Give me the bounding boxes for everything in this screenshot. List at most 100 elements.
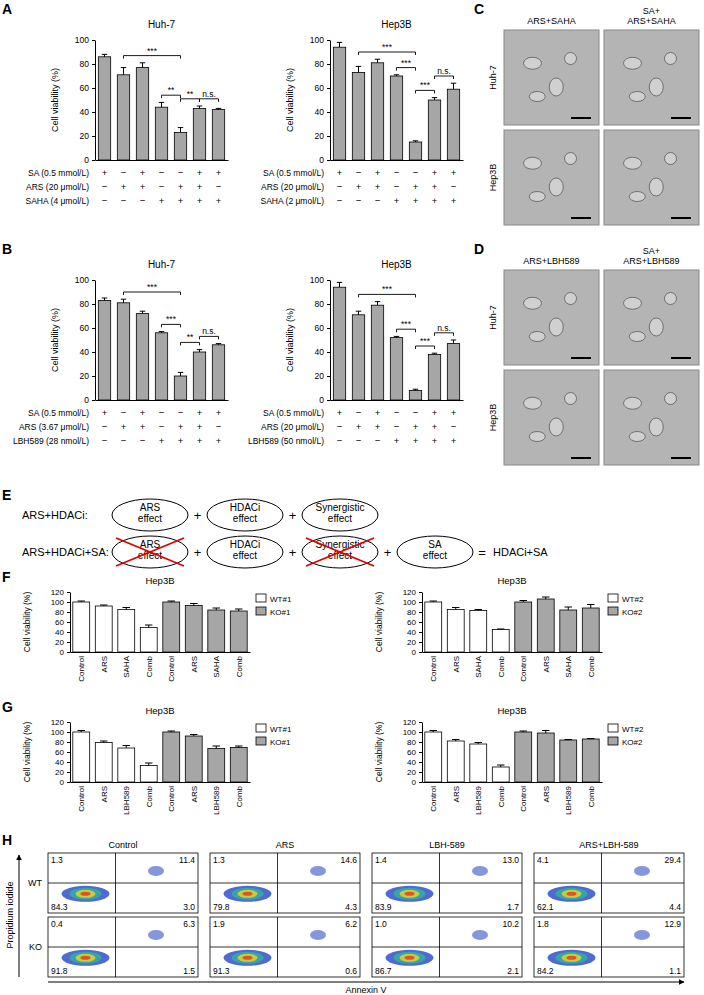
panel-label: G	[2, 699, 13, 715]
x-tick-label: SAHA	[564, 655, 573, 677]
bar	[390, 76, 402, 160]
x-tick-label: Comb	[587, 655, 596, 677]
x-axis: ControlARSSAHACombControlARSSAHAComb	[423, 653, 603, 682]
bar	[425, 602, 442, 652]
y-tick-mark	[92, 328, 95, 329]
diagram-result: HDACi+SA	[493, 546, 548, 558]
legend-label: KO#2	[622, 608, 643, 617]
cell	[624, 397, 642, 409]
condition-sign: −	[140, 195, 146, 206]
condition-sign: +	[394, 435, 400, 446]
bar	[492, 767, 509, 782]
y-tick-label: 40	[80, 107, 90, 117]
y-axis-title: Cell viability (%)	[22, 592, 32, 653]
bar	[185, 736, 202, 782]
event-density	[386, 950, 434, 966]
y-tick: 120	[403, 588, 422, 597]
condition-sign: +	[432, 407, 438, 418]
error-bar	[432, 353, 437, 354]
significance-bracket	[181, 99, 200, 102]
y-tick-mark	[327, 64, 330, 65]
y-tick-label: 20	[55, 768, 64, 777]
y-tick: 80	[407, 738, 422, 747]
condition-sign: +	[432, 167, 438, 178]
condition-sign: +	[178, 435, 184, 446]
x-tick: Comb	[145, 655, 154, 677]
y-tick-mark	[419, 612, 422, 613]
error-bar-cap	[452, 739, 459, 740]
significance-label: ***	[401, 58, 412, 68]
error-bar	[475, 743, 482, 745]
condition-sign: −	[178, 407, 184, 418]
error-bar	[235, 746, 242, 748]
y-tick: 40	[55, 758, 70, 767]
error-bar	[394, 336, 399, 337]
y-tick-mark	[327, 160, 330, 161]
x-axis-line	[71, 652, 251, 653]
x-tick: Control	[429, 786, 438, 812]
legend-swatch	[608, 594, 618, 602]
error-bar-cap	[78, 730, 85, 731]
plot-frame	[372, 917, 522, 977]
bar-chart: 020406080100Huh-7Cell viability (%)SA (0…	[13, 259, 229, 446]
x-tick-label: Comb	[145, 785, 154, 807]
event-density	[634, 930, 650, 940]
column-title: LBH-589	[429, 840, 465, 850]
y-tick-label: 100	[51, 728, 65, 737]
y-tick: 20	[315, 131, 330, 141]
condition-label: SA (0.5 mmol/L)	[28, 408, 89, 418]
plot-frame	[48, 853, 198, 913]
error-bar	[542, 597, 549, 599]
y-tick: 60	[407, 618, 422, 627]
chart-title: Hep3B	[145, 705, 174, 716]
bar	[193, 352, 205, 400]
significance-label: ***	[420, 80, 431, 90]
condition-sign: +	[356, 181, 362, 192]
y-tick-mark	[67, 622, 70, 623]
condition-sign: +	[159, 195, 165, 206]
x-tick-label: ARS	[542, 786, 551, 802]
error-bar	[102, 54, 107, 56]
legend-swatch	[256, 724, 266, 732]
error-bar	[78, 731, 85, 733]
bar	[352, 72, 364, 160]
quadrant-value: 6.3	[183, 919, 195, 929]
significance-bracket	[397, 329, 416, 332]
error-bar	[123, 608, 130, 610]
error-bar-cap	[520, 731, 527, 732]
cell	[549, 418, 563, 436]
error-bar-cap	[121, 67, 126, 68]
column-title: SA+	[643, 246, 660, 256]
cell	[665, 393, 677, 405]
y-tick-label: 120	[403, 718, 417, 727]
scale-bar	[571, 457, 591, 459]
legend-label: KO#1	[270, 738, 291, 747]
x-tick: Comb	[587, 785, 596, 807]
x-tick-label: Control	[429, 656, 438, 682]
significance-bracket	[124, 56, 181, 59]
x-tick-label: Control	[429, 786, 438, 812]
condition-sign: −	[159, 167, 165, 178]
condition-sign: +	[121, 181, 127, 192]
column-title: Control	[108, 840, 137, 850]
error-bar-cap	[337, 42, 342, 43]
error-bar-cap	[102, 54, 107, 55]
y-tick-label: 0	[60, 648, 65, 657]
term-text: effect	[233, 513, 257, 524]
event-density	[81, 892, 91, 896]
condition-sign: +	[432, 421, 438, 432]
column-title: ARS	[276, 840, 295, 850]
condition-sign: −	[356, 195, 362, 206]
y-tick-label: 0	[84, 155, 89, 165]
condition-label: ARS (20 μmol/L)	[261, 422, 324, 432]
bar	[212, 345, 224, 400]
column-title: ARS+LBH-589	[579, 840, 638, 850]
diagram-row-label: ARS+HDACi+SA:	[22, 546, 109, 558]
figure: ABCDEFGH020406080100Huh-7Cell viability …	[0, 0, 704, 995]
cell	[649, 78, 663, 96]
y-tick-label: 120	[51, 588, 65, 597]
legend-label: WT#1	[270, 725, 292, 734]
y-tick-label: 40	[315, 107, 325, 117]
cell	[624, 157, 642, 169]
error-bar	[452, 608, 459, 610]
